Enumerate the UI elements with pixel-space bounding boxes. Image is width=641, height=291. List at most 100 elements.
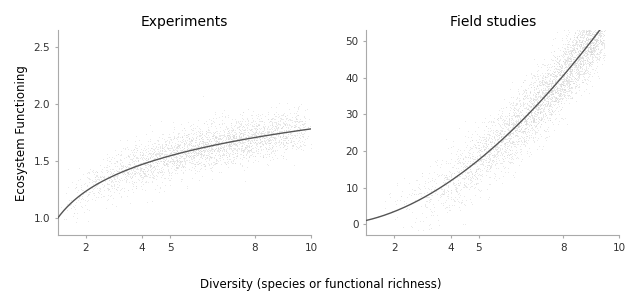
Point bbox=[194, 178, 204, 182]
Point bbox=[556, 86, 567, 91]
Point bbox=[598, 11, 608, 16]
Point bbox=[578, 29, 588, 33]
Point bbox=[529, 89, 539, 94]
Point bbox=[463, 150, 474, 155]
Point bbox=[495, 161, 506, 165]
Point bbox=[590, 26, 601, 30]
Point bbox=[69, 211, 79, 215]
Point bbox=[553, 80, 563, 85]
Point bbox=[258, 124, 269, 128]
Point bbox=[74, 166, 84, 171]
Point bbox=[586, 26, 596, 31]
Point bbox=[107, 202, 117, 207]
Point bbox=[287, 124, 297, 129]
Point bbox=[229, 141, 239, 146]
Point bbox=[536, 88, 546, 93]
Point bbox=[146, 162, 156, 166]
Point bbox=[128, 151, 138, 156]
Point bbox=[229, 130, 240, 135]
Point bbox=[265, 151, 276, 156]
Point bbox=[203, 144, 213, 148]
Point bbox=[582, 52, 592, 57]
Point bbox=[208, 144, 218, 148]
Point bbox=[160, 152, 171, 157]
Point bbox=[569, 47, 579, 51]
Point bbox=[203, 128, 213, 133]
Point bbox=[492, 147, 503, 152]
Point bbox=[590, 48, 601, 52]
Point bbox=[128, 158, 138, 163]
Point bbox=[579, 54, 590, 58]
Point bbox=[581, 38, 592, 43]
Point bbox=[475, 157, 485, 162]
Point bbox=[212, 156, 222, 161]
Point bbox=[215, 133, 226, 137]
Point bbox=[210, 125, 221, 130]
Point bbox=[179, 145, 189, 150]
Point bbox=[232, 144, 242, 148]
Point bbox=[152, 163, 162, 168]
Point bbox=[549, 79, 560, 84]
Point bbox=[239, 155, 249, 160]
Point bbox=[210, 111, 220, 116]
Point bbox=[159, 169, 169, 174]
Point bbox=[192, 144, 203, 149]
Point bbox=[572, 77, 583, 81]
Point bbox=[97, 174, 107, 179]
Point bbox=[133, 158, 144, 163]
Point bbox=[594, 15, 604, 19]
Point bbox=[185, 153, 196, 158]
Point bbox=[575, 71, 585, 76]
Point bbox=[218, 128, 228, 133]
Point bbox=[559, 72, 569, 77]
Point bbox=[171, 164, 181, 169]
Point bbox=[463, 187, 474, 191]
Point bbox=[485, 148, 495, 153]
Point bbox=[578, 28, 588, 32]
Point bbox=[454, 183, 464, 187]
Point bbox=[274, 113, 285, 118]
Point bbox=[598, 26, 608, 31]
Point bbox=[90, 178, 101, 182]
Point bbox=[138, 152, 148, 156]
Point bbox=[168, 158, 178, 163]
Point bbox=[213, 140, 224, 144]
Point bbox=[418, 219, 428, 224]
Point bbox=[228, 133, 238, 138]
Point bbox=[465, 168, 476, 173]
Point bbox=[469, 141, 479, 146]
Point bbox=[215, 147, 226, 152]
Point bbox=[295, 127, 305, 132]
Point bbox=[251, 141, 262, 146]
Point bbox=[225, 139, 235, 143]
Point bbox=[256, 133, 266, 138]
Point bbox=[237, 146, 247, 151]
Point bbox=[506, 106, 516, 111]
Point bbox=[221, 139, 231, 143]
Point bbox=[560, 82, 570, 87]
Point bbox=[595, 48, 605, 53]
Point bbox=[510, 127, 520, 132]
Point bbox=[493, 137, 503, 141]
Point bbox=[530, 131, 540, 136]
Point bbox=[213, 141, 224, 146]
Point bbox=[271, 132, 281, 136]
Point bbox=[585, 25, 595, 29]
Point bbox=[240, 138, 250, 143]
Point bbox=[483, 137, 494, 142]
Point bbox=[156, 165, 166, 170]
Point bbox=[298, 126, 308, 131]
Point bbox=[235, 134, 245, 139]
Point bbox=[196, 149, 206, 153]
Point bbox=[565, 57, 576, 62]
Point bbox=[537, 79, 547, 83]
Point bbox=[587, 74, 597, 79]
Point bbox=[520, 116, 530, 121]
Point bbox=[456, 151, 467, 155]
Point bbox=[550, 89, 560, 94]
Point bbox=[459, 161, 469, 166]
Point bbox=[517, 129, 527, 134]
Point bbox=[130, 179, 140, 184]
Point bbox=[578, 55, 588, 60]
Point bbox=[72, 215, 82, 220]
